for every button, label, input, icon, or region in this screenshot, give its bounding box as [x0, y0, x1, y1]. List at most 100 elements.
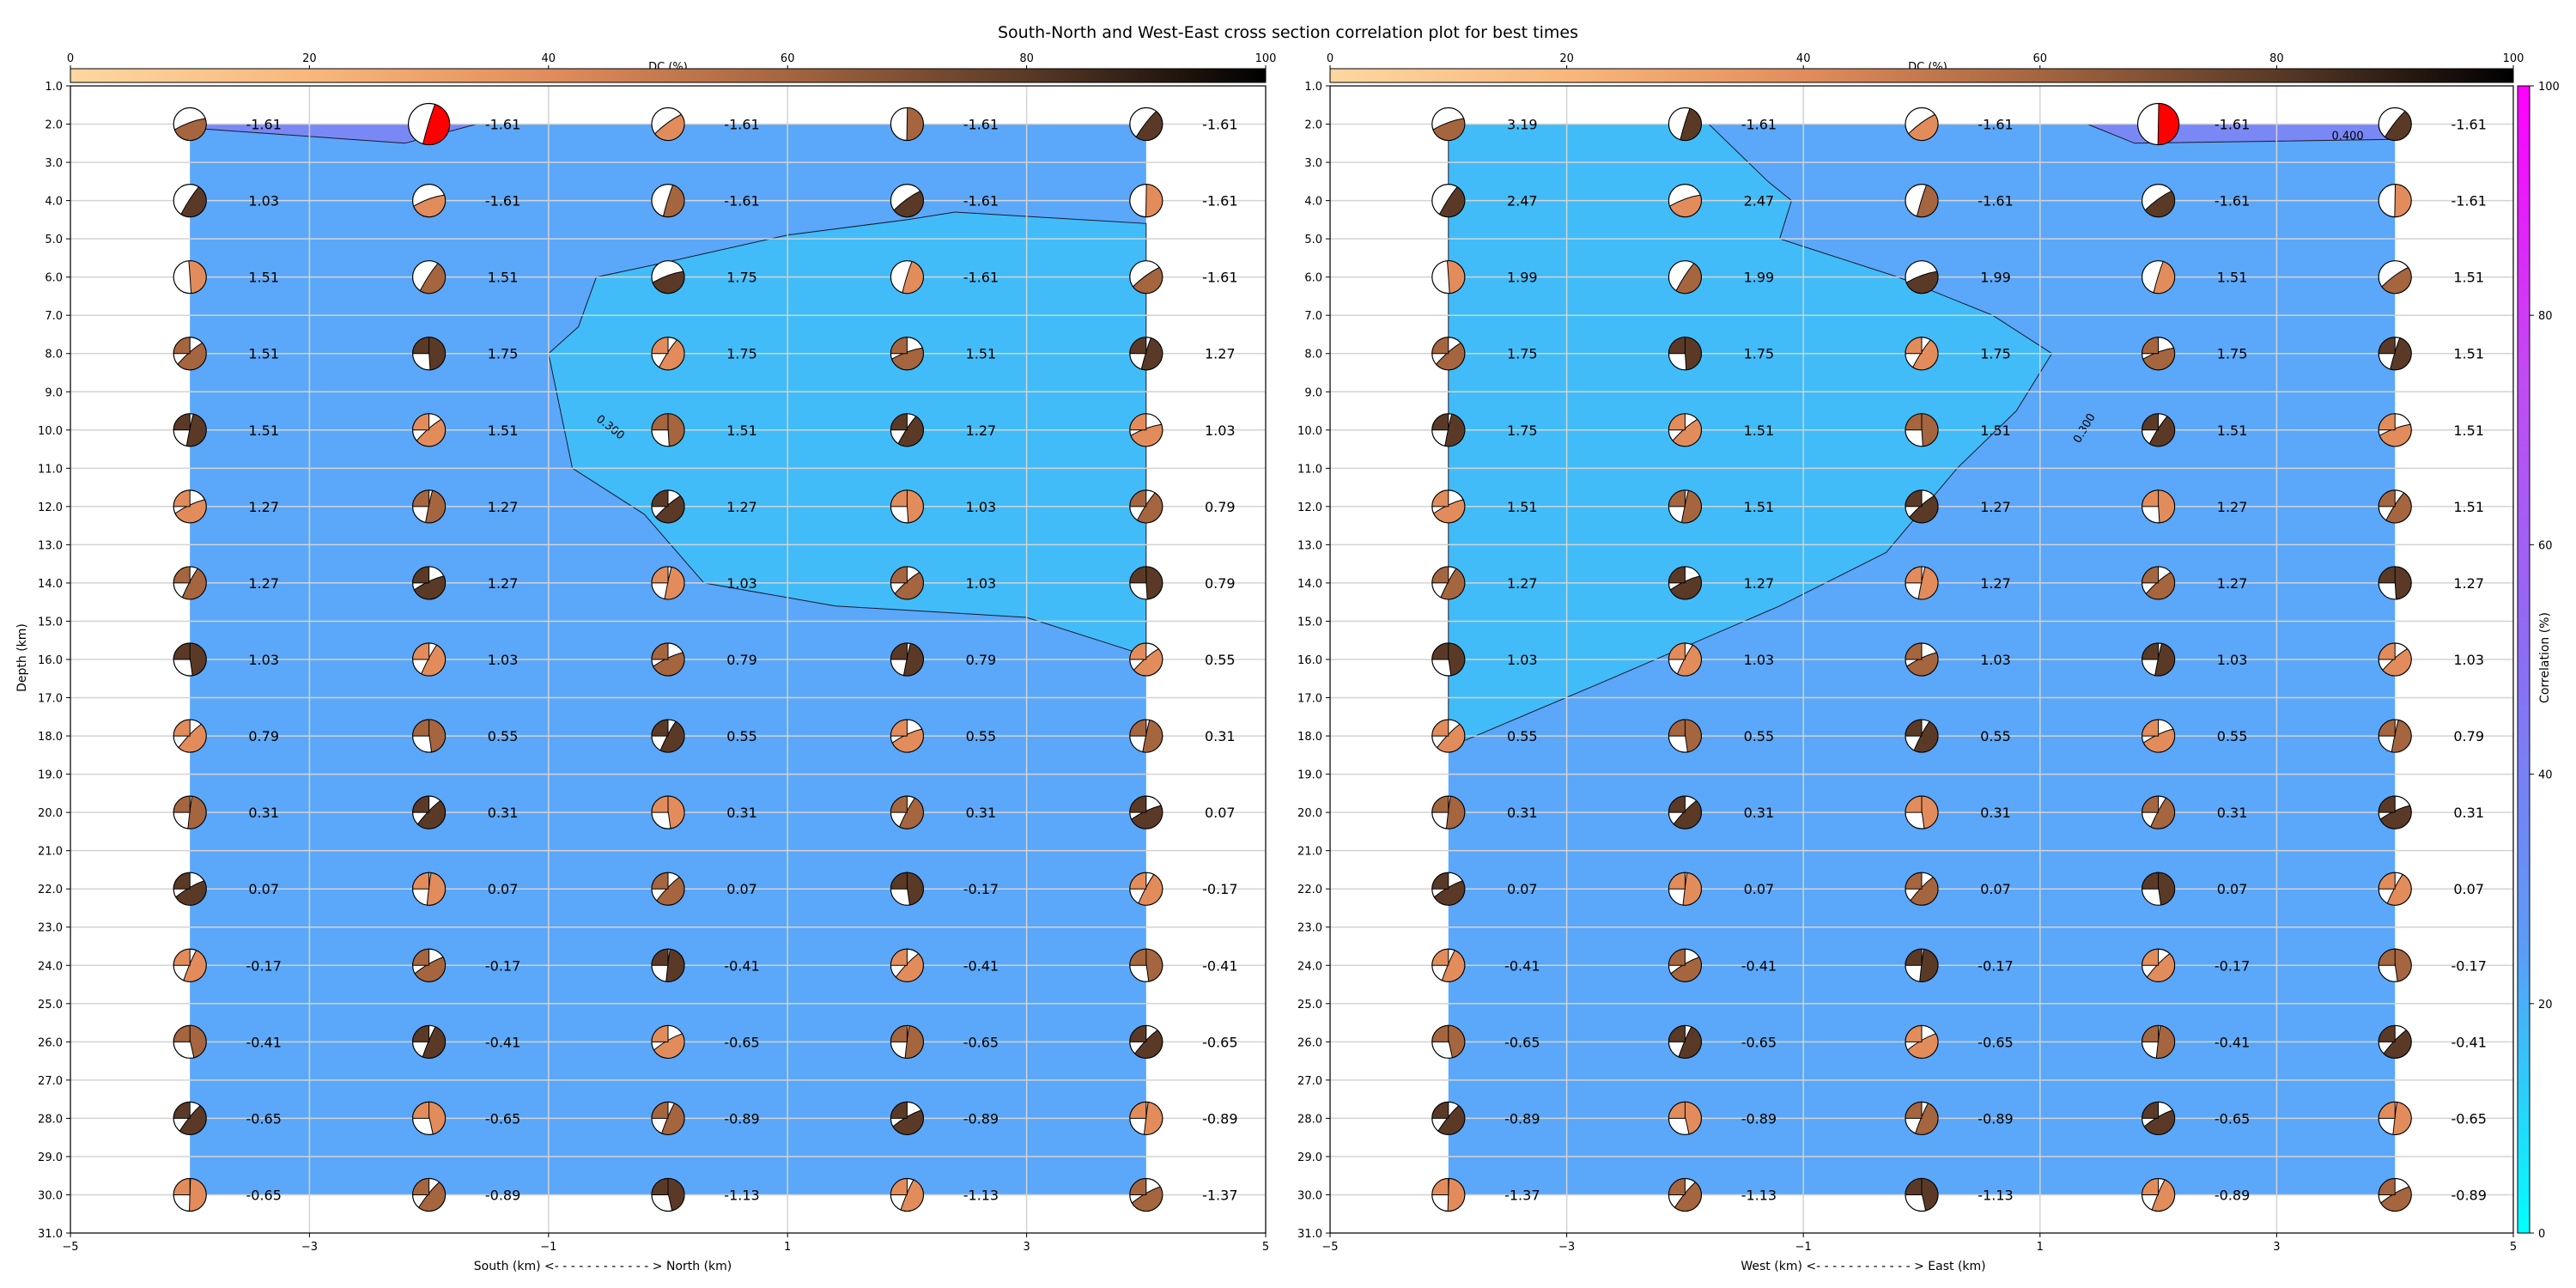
- beachball-compression-quadrant: [653, 1033, 685, 1059]
- correlation-value-label: -0.89: [2215, 1187, 2250, 1203]
- beachball-compression-quadrant: [1431, 872, 1449, 890]
- y-tick-label: 1.0: [45, 81, 63, 94]
- beachball: [890, 1024, 925, 1059]
- beachball: [890, 184, 925, 218]
- y-tick-label: 7.0: [45, 310, 63, 323]
- beachball-compression-quadrant: [1905, 948, 1923, 966]
- dc-colorbar-tick-label: 80: [2269, 52, 2284, 65]
- beachball: [890, 1101, 925, 1136]
- beachball-compression-quadrant: [412, 719, 430, 737]
- beachball-compression-quadrant: [173, 872, 191, 890]
- beachball-compression-quadrant: [2142, 1024, 2160, 1042]
- beachball-compression-quadrant: [893, 190, 924, 217]
- beachball-compression-quadrant: [412, 1177, 430, 1195]
- y-tick-label: 24.0: [38, 960, 63, 973]
- correlation-value-label: -0.89: [1978, 1110, 2013, 1127]
- beachball-compression-quadrant: [1129, 1101, 1147, 1119]
- y-tick-label: 17.0: [1297, 693, 1322, 706]
- correlation-value-label: 1.03: [1507, 652, 1538, 668]
- beachball-compression-quadrant: [173, 719, 191, 737]
- beachball-compression-quadrant: [2142, 948, 2160, 966]
- beachball: [651, 413, 685, 447]
- beachball: [651, 566, 685, 600]
- beachball-compression-quadrant: [2142, 337, 2160, 355]
- beachball: [1129, 872, 1163, 906]
- beachball-compression-quadrant: [412, 948, 430, 966]
- x-axis-label: West (km) <- - - - - - - - - - - - > Eas…: [1741, 1260, 1985, 1273]
- beachball: [173, 337, 207, 371]
- beachball-compression-quadrant: [651, 1177, 669, 1195]
- y-tick-label: 28.0: [1297, 1113, 1322, 1126]
- beachball: [173, 872, 207, 906]
- correlation-value-label: -0.41: [246, 1034, 281, 1050]
- y-tick-label: 3.0: [45, 157, 63, 170]
- correlation-value-label: 1.27: [966, 422, 997, 439]
- beachball: [2378, 872, 2412, 906]
- correlation-value-label: -1.61: [1978, 193, 2013, 210]
- beachball: [2142, 489, 2176, 524]
- beachball-compression-quadrant: [1431, 719, 1449, 737]
- beachball: [651, 1177, 685, 1212]
- correlation-value-label: -0.65: [246, 1187, 281, 1203]
- beachball-compression-quadrant: [1431, 489, 1449, 507]
- beachball: [890, 719, 925, 753]
- correlation-value-label: 1.27: [488, 575, 519, 592]
- beachball-compression-quadrant: [890, 1101, 908, 1119]
- beachball: [1668, 337, 1703, 371]
- correlation-value-label: 1.03: [248, 193, 279, 210]
- y-tick-label: 5.0: [1304, 234, 1322, 246]
- beachball-compression-quadrant: [1431, 948, 1449, 966]
- beachball: [890, 642, 925, 677]
- y-tick-label: 16.0: [38, 654, 63, 667]
- beachball: [1431, 184, 1466, 218]
- beachball: [173, 1101, 207, 1136]
- correlation-value-label: 1.75: [2217, 346, 2248, 362]
- beachball: [173, 948, 207, 982]
- beachball: [1905, 413, 1939, 447]
- beachball-compression-quadrant: [2142, 566, 2160, 584]
- beachball: [651, 1024, 685, 1059]
- beachball: [173, 1024, 207, 1059]
- beachball-compression-quadrant: [890, 642, 908, 660]
- beachball: [2378, 184, 2412, 218]
- beachball-compression-quadrant: [1130, 805, 1163, 829]
- beachball-compression-quadrant: [1436, 723, 1466, 753]
- beachball-compression-quadrant: [1129, 872, 1147, 890]
- correlation-value-label: 2.47: [1507, 193, 1538, 210]
- beachball: [1129, 337, 1163, 371]
- correlation-value-label: 0.07: [1980, 881, 2011, 897]
- dc-colorbar-tick-label: 80: [1019, 52, 1034, 65]
- x-tick-label: −5: [62, 1241, 78, 1254]
- beachball: [1905, 1177, 1939, 1212]
- correlation-value-label: 1.51: [1507, 499, 1538, 515]
- correlation-value-label: 0.79: [726, 652, 757, 668]
- beachball-compression-quadrant: [1906, 652, 1939, 677]
- beachball: [890, 489, 925, 524]
- dc-colorbar-gradient: [70, 68, 1267, 83]
- beachball-compression-quadrant: [1668, 1024, 1686, 1042]
- beachball-compression-quadrant: [1668, 1177, 1686, 1195]
- correlation-value-label: -0.17: [246, 957, 281, 974]
- beachball-compression-quadrant: [890, 872, 908, 890]
- correlation-value-label: 1.75: [1507, 346, 1538, 362]
- correlation-value-label: -1.13: [724, 1187, 759, 1203]
- beachball-compression-quadrant: [1438, 186, 1466, 218]
- beachball: [1668, 413, 1703, 447]
- beachball-compression-quadrant: [2142, 1177, 2160, 1195]
- correlation-value-label: -1.61: [246, 117, 281, 133]
- correlation-value-label: 1.75: [1744, 346, 1775, 362]
- beachball: [1668, 184, 1703, 218]
- correlation-value-label: 1.51: [2453, 270, 2484, 286]
- beachball: [1129, 413, 1163, 447]
- beachball: [890, 106, 925, 142]
- beachball: [412, 1024, 447, 1059]
- beachball-compression-quadrant: [1432, 499, 1466, 524]
- correlation-value-label: 1.51: [966, 346, 997, 362]
- y-tick-label: 12.0: [38, 501, 63, 514]
- correlation-value-label: -1.61: [2215, 193, 2250, 210]
- beachball-compression-quadrant: [1668, 642, 1686, 660]
- correlation-value-label: -0.41: [1202, 957, 1237, 974]
- y-tick-label: 14.0: [38, 578, 63, 591]
- correlation-value-label: -0.89: [1504, 1110, 1540, 1127]
- beachball-compression-quadrant: [416, 418, 447, 447]
